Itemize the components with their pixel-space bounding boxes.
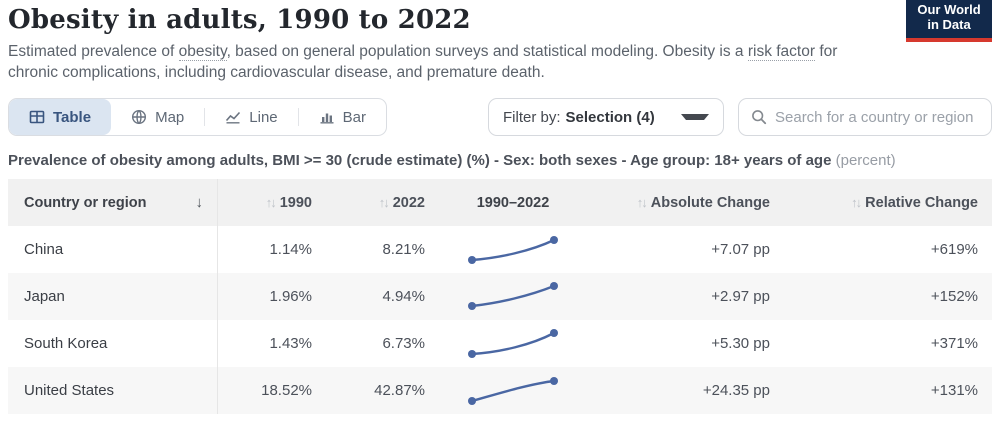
filter-value: Selection (4) xyxy=(565,108,655,126)
tab-bar[interactable]: Bar xyxy=(299,99,386,135)
data-table: Country or region ↓ ↑↓ 1990 ↑↓ 2022 1990–2… xyxy=(8,179,992,414)
bar-chart-icon xyxy=(319,109,335,125)
value-1990: 1.43% xyxy=(269,335,312,352)
relative-change: +619% xyxy=(930,241,978,258)
country-name: Japan xyxy=(24,288,65,305)
trend-sparkline xyxy=(433,373,593,409)
subtitle-text: for chronic complications, including car… xyxy=(8,43,838,81)
column-header-range: 1990–2022 xyxy=(433,195,593,211)
value-2022: 6.73% xyxy=(382,335,425,352)
table-row-united-states[interactable]: United States 18.52% 42.87% +24.35 pp +1… xyxy=(8,367,992,414)
tab-map[interactable]: Map xyxy=(111,99,204,135)
tab-label: Line xyxy=(249,108,278,126)
country-name: South Korea xyxy=(24,335,108,352)
line-chart-icon xyxy=(225,109,241,125)
tab-divider xyxy=(297,108,299,126)
column-header-1990[interactable]: ↑↓ 1990 xyxy=(218,195,320,211)
search-box[interactable] xyxy=(738,98,992,136)
value-1990: 1.96% xyxy=(269,288,312,305)
table-row-japan[interactable]: Japan 1.96% 4.94% +2.97 pp +152% xyxy=(8,273,992,320)
sort-icon: ↑↓ xyxy=(636,194,648,210)
right-controls: Filter by: Selection (4) xyxy=(488,98,992,136)
table-caption: Prevalence of obesity among adults, BMI … xyxy=(8,152,992,169)
absolute-change: +2.97 pp xyxy=(711,288,770,305)
column-label: 2022 xyxy=(392,194,425,211)
tab-label: Map xyxy=(155,108,185,126)
relative-change: +371% xyxy=(930,335,978,352)
trend-sparkline xyxy=(433,232,593,268)
filter-dropdown[interactable]: Filter by: Selection (4) xyxy=(488,98,724,136)
column-label: Country or region xyxy=(24,194,147,211)
caption-unit: (percent) xyxy=(835,152,896,169)
column-header-absolute-change[interactable]: ↑↓ Absolute Change xyxy=(593,195,778,211)
tab-label: Table xyxy=(53,108,92,126)
absolute-change: +5.30 pp xyxy=(711,335,770,352)
sort-desc-icon: ↓ xyxy=(195,194,204,211)
absolute-change: +24.35 pp xyxy=(702,382,770,399)
absolute-change: +7.07 pp xyxy=(711,241,770,258)
value-1990: 1.14% xyxy=(269,241,312,258)
page-title: Obesity in adults, 1990 to 2022 xyxy=(8,5,471,35)
table-row-china[interactable]: China 1.14% 8.21% +7.07 pp +619% xyxy=(8,226,992,273)
column-header-relative-change[interactable]: ↑↓ Relative Change xyxy=(778,195,992,211)
obesity-link[interactable]: obesity xyxy=(178,43,227,61)
owid-logo[interactable]: Our World in Data xyxy=(906,0,992,42)
tab-line[interactable]: Line xyxy=(205,99,297,135)
column-label: 1990 xyxy=(279,194,312,211)
column-header-2022[interactable]: ↑↓ 2022 xyxy=(320,195,433,211)
search-input[interactable] xyxy=(775,108,979,126)
search-icon xyxy=(751,109,767,125)
column-label: 1990–2022 xyxy=(476,194,550,211)
tab-divider xyxy=(204,108,206,126)
subtitle-text: , based on general population surveys an… xyxy=(226,43,748,60)
country-name: United States xyxy=(24,382,115,399)
column-label: Absolute Change xyxy=(650,194,770,211)
logo-line2: in Data xyxy=(927,17,971,32)
controls-bar: Table Map Line Bar xyxy=(8,98,992,136)
trend-sparkline xyxy=(433,279,593,315)
country-name: China xyxy=(24,241,64,258)
value-1990: 18.52% xyxy=(261,382,312,399)
view-tab-group: Table Map Line Bar xyxy=(8,98,387,136)
value-2022: 42.87% xyxy=(374,382,425,399)
chart-subtitle: Estimated prevalence of obesity, based o… xyxy=(8,41,856,83)
table-header-row: Country or region ↓ ↑↓ 1990 ↑↓ 2022 1990–2… xyxy=(8,179,992,226)
value-2022: 4.94% xyxy=(382,288,425,305)
risk-factor-link[interactable]: risk factor xyxy=(747,43,816,61)
filter-prefix: Filter by: xyxy=(503,108,561,126)
trend-sparkline xyxy=(433,326,593,362)
table-icon xyxy=(29,109,45,125)
table-row-south-korea[interactable]: South Korea 1.43% 6.73% +5.30 pp +371% xyxy=(8,320,992,367)
sort-icon: ↑↓ xyxy=(265,194,277,210)
relative-change: +131% xyxy=(930,382,978,399)
relative-change: +152% xyxy=(930,288,978,305)
globe-icon xyxy=(131,109,147,125)
logo-line1: Our World xyxy=(917,2,981,17)
tab-label: Bar xyxy=(342,108,366,126)
caret-down-icon xyxy=(681,114,709,120)
column-label: Relative Change xyxy=(865,194,978,211)
value-2022: 8.21% xyxy=(382,241,425,258)
column-header-country[interactable]: Country or region ↓ xyxy=(8,179,218,226)
tab-table[interactable]: Table xyxy=(9,99,112,135)
sort-icon: ↑↓ xyxy=(851,194,862,210)
sort-icon: ↑↓ xyxy=(378,194,390,210)
caption-text: Prevalence of obesity among adults, BMI … xyxy=(8,152,832,169)
subtitle-text: Estimated prevalence of xyxy=(8,43,179,60)
